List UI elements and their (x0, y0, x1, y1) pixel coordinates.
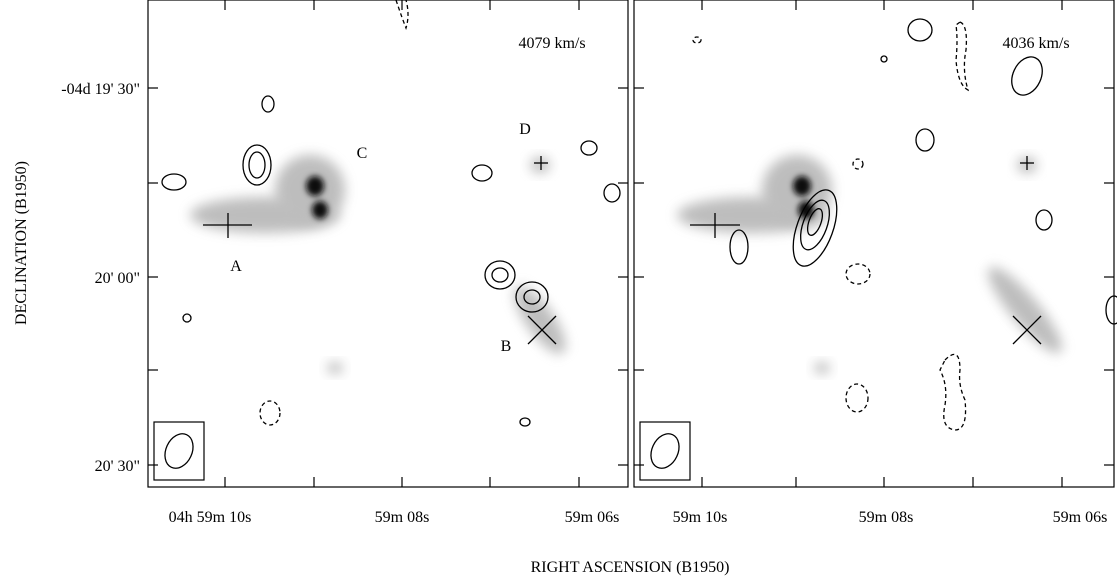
left-panel: 4079 km/s A B C D 04h 59m 10s 59m 08s 59… (148, 0, 628, 526)
gray-emission (190, 155, 574, 374)
markers (690, 156, 1041, 344)
x-tick-label: 59m 08s (859, 509, 914, 526)
markers (203, 156, 556, 344)
y-tick-label: -04d 19' 30" (61, 81, 140, 98)
y-axis-label: DECLINATION (B1950) (13, 161, 30, 325)
x-tick-label: 59m 08s (375, 509, 430, 526)
x-tick-label: 59m 06s (1053, 509, 1108, 526)
velocity-label: 4079 km/s (518, 35, 585, 52)
gray-emission (677, 155, 1071, 374)
source-label: C (357, 145, 368, 162)
y-tick-label: 20' 00" (95, 270, 140, 287)
ticks (148, 0, 628, 487)
y-tick-label: 20' 30" (95, 458, 140, 475)
x-tick-label: 59m 10s (673, 509, 728, 526)
velocity-label: 4036 km/s (1002, 35, 1069, 52)
x-tick-label: 04h 59m 10s (169, 509, 252, 526)
x-tick-label: 59m 06s (565, 509, 620, 526)
x-axis-label: RIGHT ASCENSION (B1950) (531, 559, 730, 576)
source-label: B (501, 338, 512, 355)
source-label: D (519, 121, 531, 138)
source-label: A (230, 258, 242, 275)
right-panel: 4036 km/s 59m 10s 59m 08s 59m 06s (634, 0, 1117, 526)
panel-frame (148, 0, 628, 487)
figure: 4079 km/s A B C D 04h 59m 10s 59m 08s 59… (0, 0, 1117, 579)
